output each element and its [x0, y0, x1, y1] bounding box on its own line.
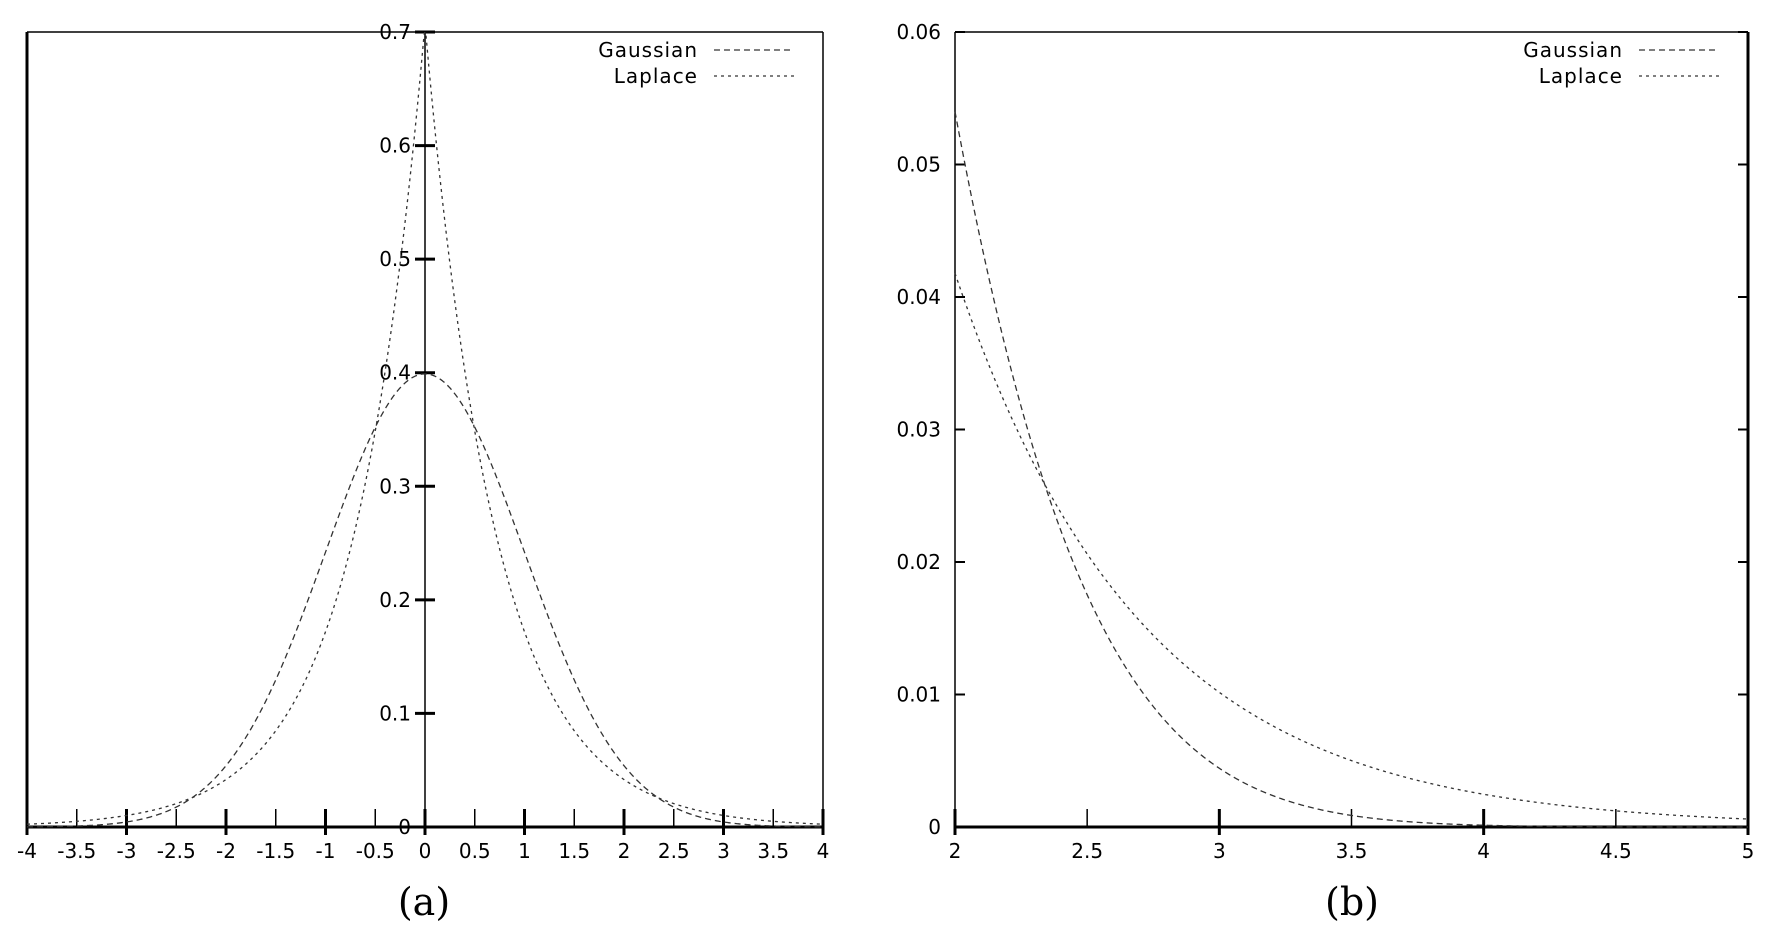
x-tick-label: -0.5 — [356, 839, 395, 863]
y-tick-label: 0.05 — [896, 153, 941, 177]
y-tick-label: 0.04 — [896, 285, 941, 309]
panel-b: 2 2.5 3 3.5 4 4.5 5 0 0.01 0.02 0.03 0.04 0.05 0.06 Ga… — [896, 20, 1754, 863]
y-tick-label: 0.7 — [379, 20, 411, 44]
y-tick-label: 0.6 — [379, 134, 411, 158]
y-tick-label: 0.03 — [896, 418, 941, 442]
x-tick-label: 5 — [1742, 839, 1755, 863]
legend-label-gaussian: Gaussian — [598, 38, 698, 62]
x-tick-label: 2 — [949, 839, 962, 863]
x-tick-label: -3.5 — [57, 839, 96, 863]
x-tick-label: 4 — [1477, 839, 1490, 863]
series-laplace — [954, 273, 1749, 820]
x-tick-label: 2.5 — [658, 839, 690, 863]
y-tick-label: 0.01 — [896, 683, 941, 707]
legend-label-gaussian: Gaussian — [1523, 38, 1623, 62]
y-tick-label: 0.5 — [379, 247, 411, 271]
y-tick-label: 0 — [398, 815, 411, 839]
x-tick-label: 1.5 — [558, 839, 590, 863]
caption-b: (b) — [1325, 880, 1379, 924]
x-tick-label: -1 — [316, 839, 336, 863]
series-gaussian — [954, 111, 1748, 828]
x-tick-label: 3 — [1213, 839, 1226, 863]
x-tick-label: 3.5 — [1336, 839, 1368, 863]
x-tick-label: -3 — [117, 839, 137, 863]
x-tick-label: -1.5 — [256, 839, 295, 863]
legend-label-laplace: Laplace — [1539, 64, 1623, 88]
y-tick-label: 0 — [928, 815, 941, 839]
x-tick-label: -4 — [17, 839, 37, 863]
x-tick-label: 2 — [618, 839, 631, 863]
x-tick-label: -2 — [216, 839, 236, 863]
x-tick-label: 4.5 — [1600, 839, 1632, 863]
x-tick-label: 0 — [419, 839, 432, 863]
x-tick-label: 1 — [518, 839, 531, 863]
legend-label-laplace: Laplace — [614, 64, 698, 88]
x-tick-label: 0.5 — [459, 839, 491, 863]
y-tick-label: 0.1 — [379, 701, 411, 725]
y-tick-label: 0.06 — [896, 20, 941, 44]
series-gaussian — [26, 373, 824, 828]
x-tick-label: 3 — [717, 839, 730, 863]
y-tick-label: 0.02 — [896, 550, 941, 574]
y-tick-label: 0.2 — [379, 588, 411, 612]
caption-a: (a) — [398, 880, 450, 924]
x-tick-label: 3.5 — [757, 839, 789, 863]
y-tick-label: 0.3 — [379, 474, 411, 498]
series-laplace — [26, 29, 824, 825]
panel-a: -4 -3.5 -3 -2.5 -2 -1.5 -1 -0.5 0 0.5 1 1.5 2 2.5 3 3.5… — [17, 20, 829, 863]
x-tick-label: 2.5 — [1071, 839, 1103, 863]
x-tick-label: -2.5 — [157, 839, 196, 863]
x-tick-label: 4 — [817, 839, 830, 863]
